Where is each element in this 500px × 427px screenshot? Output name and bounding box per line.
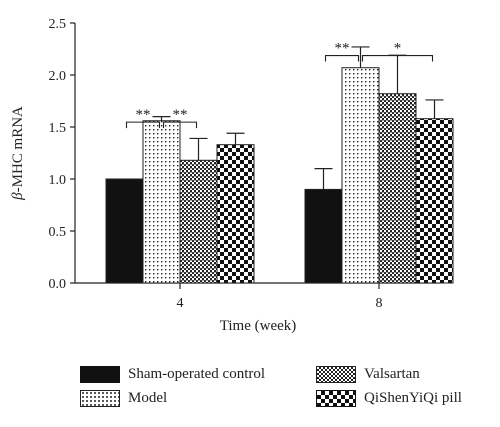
y-tick-label: 1.0	[49, 173, 67, 188]
y-axis-label-text: -MHC mRNA	[10, 106, 26, 192]
x-tick-label: 8	[376, 296, 383, 311]
significance-label: **	[335, 41, 350, 57]
y-tick-label: 0.5	[49, 225, 67, 240]
legend-label-valsartan: Valsartan	[364, 366, 420, 382]
bar-checker	[415, 118, 454, 284]
legend-swatch-sham	[80, 366, 120, 383]
y-tick-label: 2.5	[49, 17, 67, 32]
y-tick-label: 1.5	[49, 121, 67, 136]
legend-item-qishenyiqi: QiShenYiQi pill	[316, 390, 462, 407]
significance-label: *	[394, 41, 402, 57]
significance-bracket	[162, 121, 198, 129]
x-tick-label: 4	[177, 296, 184, 311]
bar-crosshatch	[179, 159, 218, 284]
legend-swatch-model	[80, 390, 120, 407]
bar-checker	[216, 144, 255, 284]
bar-solid	[304, 188, 343, 284]
legend-item-model: Model	[80, 390, 167, 407]
y-tick-label: 2.0	[49, 69, 67, 84]
significance-bracket	[125, 121, 161, 129]
y-tick-label: 0.0	[49, 277, 67, 292]
legend-swatch-qishenyiqi	[316, 390, 356, 407]
significance-bracket	[324, 55, 360, 62]
bar-groups	[105, 46, 454, 284]
legend-label-qishenyiqi: QiShenYiQi pill	[364, 390, 462, 406]
legend-item-valsartan: Valsartan	[316, 366, 420, 383]
bar-solid	[105, 178, 144, 284]
x-axis-label: Time (week)	[220, 318, 297, 334]
legend-item-sham: Sham-operated control	[80, 366, 265, 383]
bar-dots	[142, 120, 181, 284]
significance-brackets: ** **** *	[125, 41, 434, 129]
y-ticks: 0.0 0.5 1.0 1.5 2.0 2.5	[49, 17, 75, 292]
legend-swatch-valsartan	[316, 366, 356, 383]
y-axis-label: β-MHC mRNA	[10, 106, 26, 201]
legend: Sham-operated control Model Valsartan Qi…	[80, 366, 500, 422]
bar-crosshatch	[378, 93, 417, 284]
y-axis-label-greek: β	[10, 192, 26, 201]
significance-label: **	[173, 107, 188, 123]
legend-label-sham: Sham-operated control	[128, 366, 266, 382]
significance-bracket	[361, 55, 434, 62]
significance-label: **	[136, 107, 151, 123]
bar-dots	[341, 67, 380, 284]
legend-label-model: Model	[128, 390, 168, 406]
